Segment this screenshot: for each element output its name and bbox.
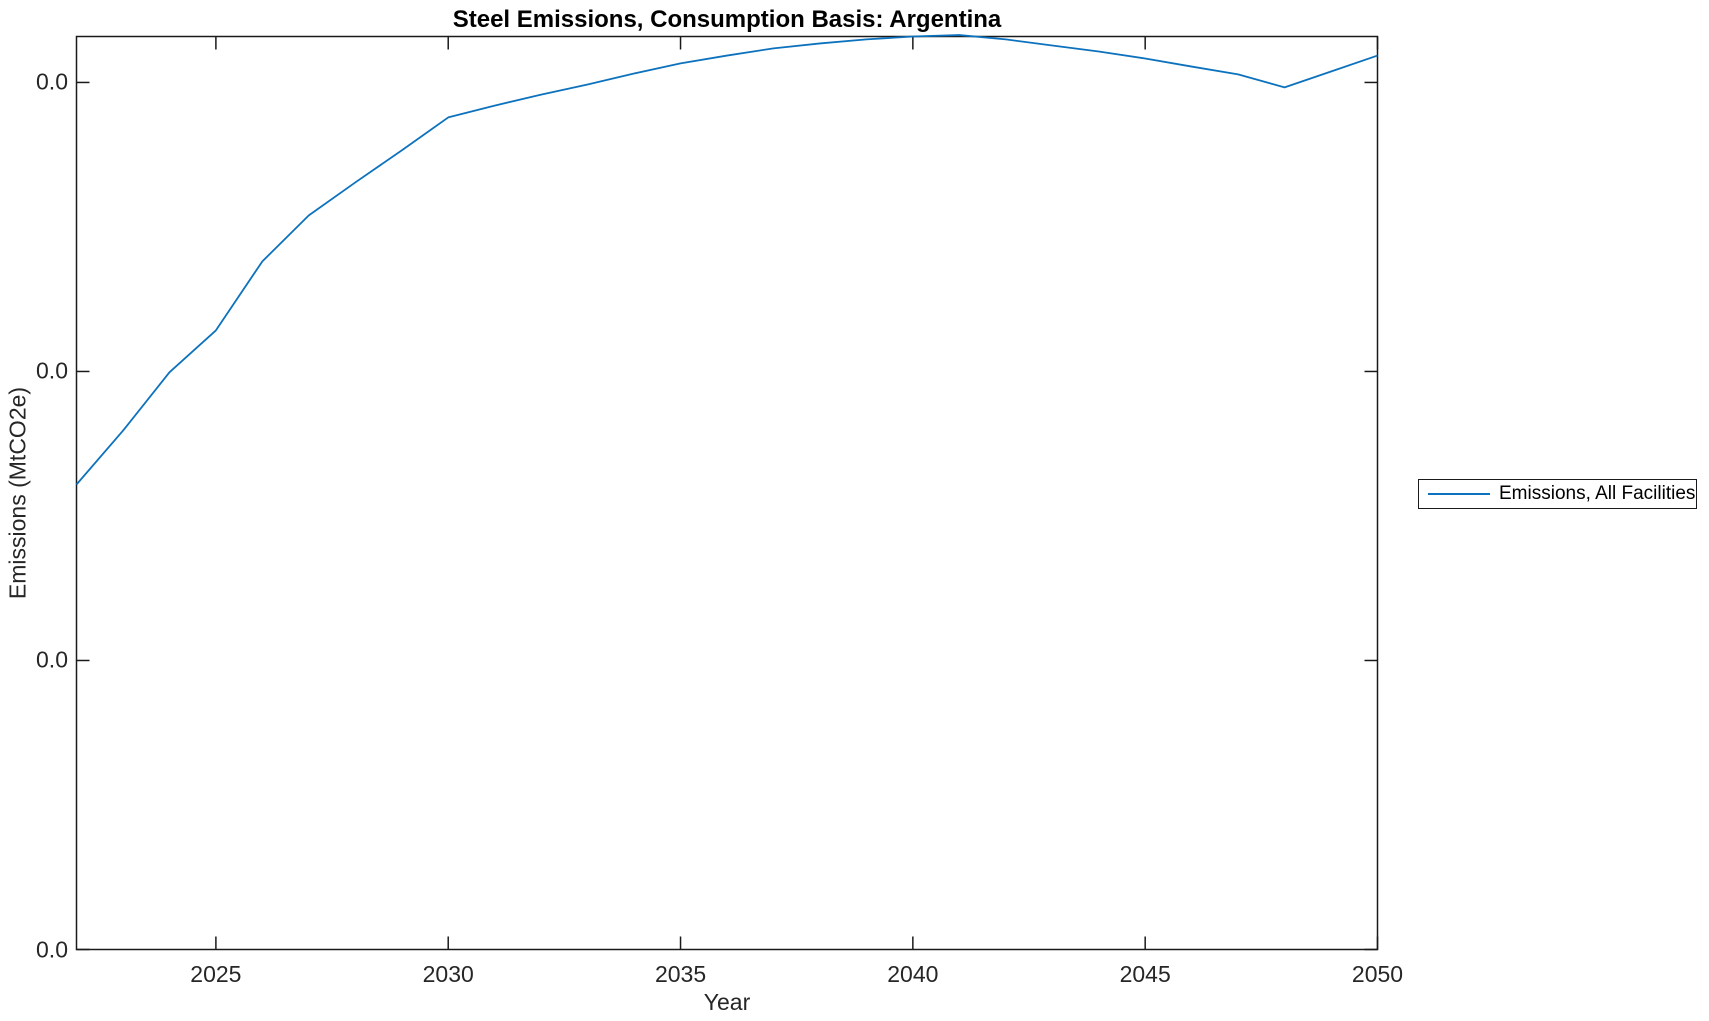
chart-title: Steel Emissions, Consumption Basis: Arge… (452, 6, 1002, 33)
axes-box-and-ticks (75, 35, 1379, 951)
x-tick-label: 2035 (654, 961, 707, 987)
x-axis-label: Year (703, 989, 751, 1015)
x-tick-label: 2050 (1351, 961, 1404, 987)
x-tick-label: 2030 (422, 961, 474, 987)
legend: Emissions, All Facilities (1418, 479, 1697, 509)
y-tick-label: 0.0 (36, 68, 68, 95)
y-axis-label: Emissions (MtCO2e) (4, 386, 31, 600)
x-tick-label: 2025 (190, 961, 242, 987)
emissions-line-series (75, 34, 1378, 486)
x-tick-label: 2045 (1119, 961, 1171, 987)
x-tick-label: 2040 (887, 961, 939, 987)
y-tick-label: 0.0 (36, 357, 68, 384)
y-tick-label: 0.0 (36, 646, 68, 673)
legend-entry-label: Emissions, All Facilities (1499, 483, 1696, 504)
legend-line-sample (1428, 493, 1490, 495)
y-tick-label: 0.0 (36, 936, 68, 962)
